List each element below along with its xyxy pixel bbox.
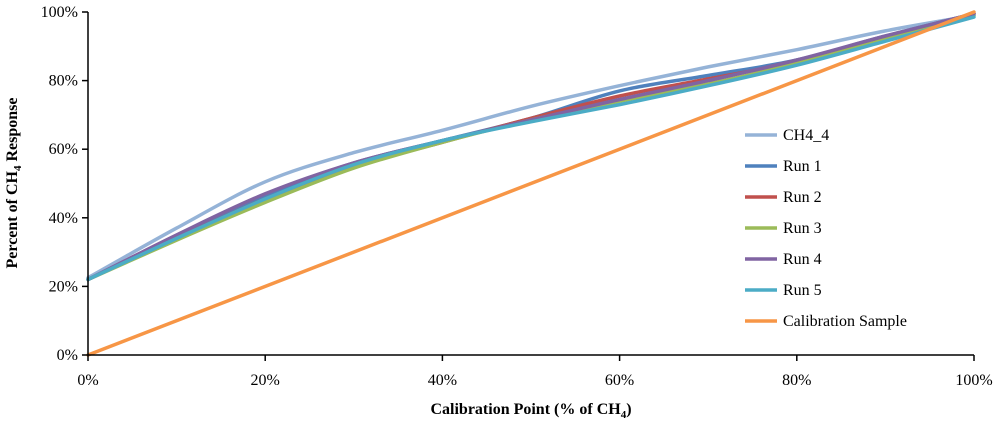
y-tick-label: 80% <box>49 73 78 90</box>
y-axis-title-main: Percent of CH <box>4 170 21 268</box>
x-axis-title: Calibration Point (% of CH4) <box>430 401 631 421</box>
y-tick-label: 0% <box>57 347 78 364</box>
x-axis-title-end: ) <box>626 401 631 418</box>
x-axis-ticks: 0% 20% 40% 60% 80% 100% <box>77 355 993 389</box>
x-axis-title-subscript: 4 <box>621 409 627 421</box>
legend-label: CH4_4 <box>783 127 829 144</box>
series-line-ch4-4 <box>86 13 976 280</box>
x-tick-label: 60% <box>605 372 634 389</box>
x-tick-label: 20% <box>251 372 280 389</box>
legend-label: Run 1 <box>783 158 822 175</box>
x-tick-label: 80% <box>782 372 811 389</box>
x-tick-label: 100% <box>955 372 992 389</box>
plot-area: 0% 20% 40% 60% 80% 100% 0% 20% 40% 60% 80% 100% <box>41 4 993 389</box>
legend: CH4_4 Run 1 Run 2 Run 3 Run 4 Run 5 Calibratio… <box>745 127 907 330</box>
y-tick-label: 40% <box>49 210 78 227</box>
y-axis-title: Percent of CH4 Response <box>4 98 24 269</box>
series-line-run-5 <box>86 15 976 282</box>
series-line-run-4 <box>86 11 976 282</box>
x-tick-label: 0% <box>77 372 98 389</box>
y-tick-label: 60% <box>49 141 78 158</box>
x-axis-title-main: Calibration Point (% of CH <box>430 401 621 418</box>
y-axis-title-end: Response <box>4 98 21 166</box>
legend-label: Run 4 <box>783 251 822 268</box>
legend-label: Run 2 <box>783 189 822 206</box>
y-axis-ticks: 0% 20% 40% 60% 80% 100% <box>41 4 88 364</box>
y-axis-title-subscript: 4 <box>12 165 24 171</box>
x-tick-label: 40% <box>428 372 457 389</box>
y-tick-label: 20% <box>49 278 78 295</box>
y-tick-label: 100% <box>41 4 78 21</box>
legend-label: Run 3 <box>783 220 822 237</box>
series-layer <box>86 10 976 357</box>
legend-label: Calibration Sample <box>783 313 907 330</box>
series-line-calibration-sample <box>86 10 976 357</box>
legend-label: Run 5 <box>783 282 822 299</box>
